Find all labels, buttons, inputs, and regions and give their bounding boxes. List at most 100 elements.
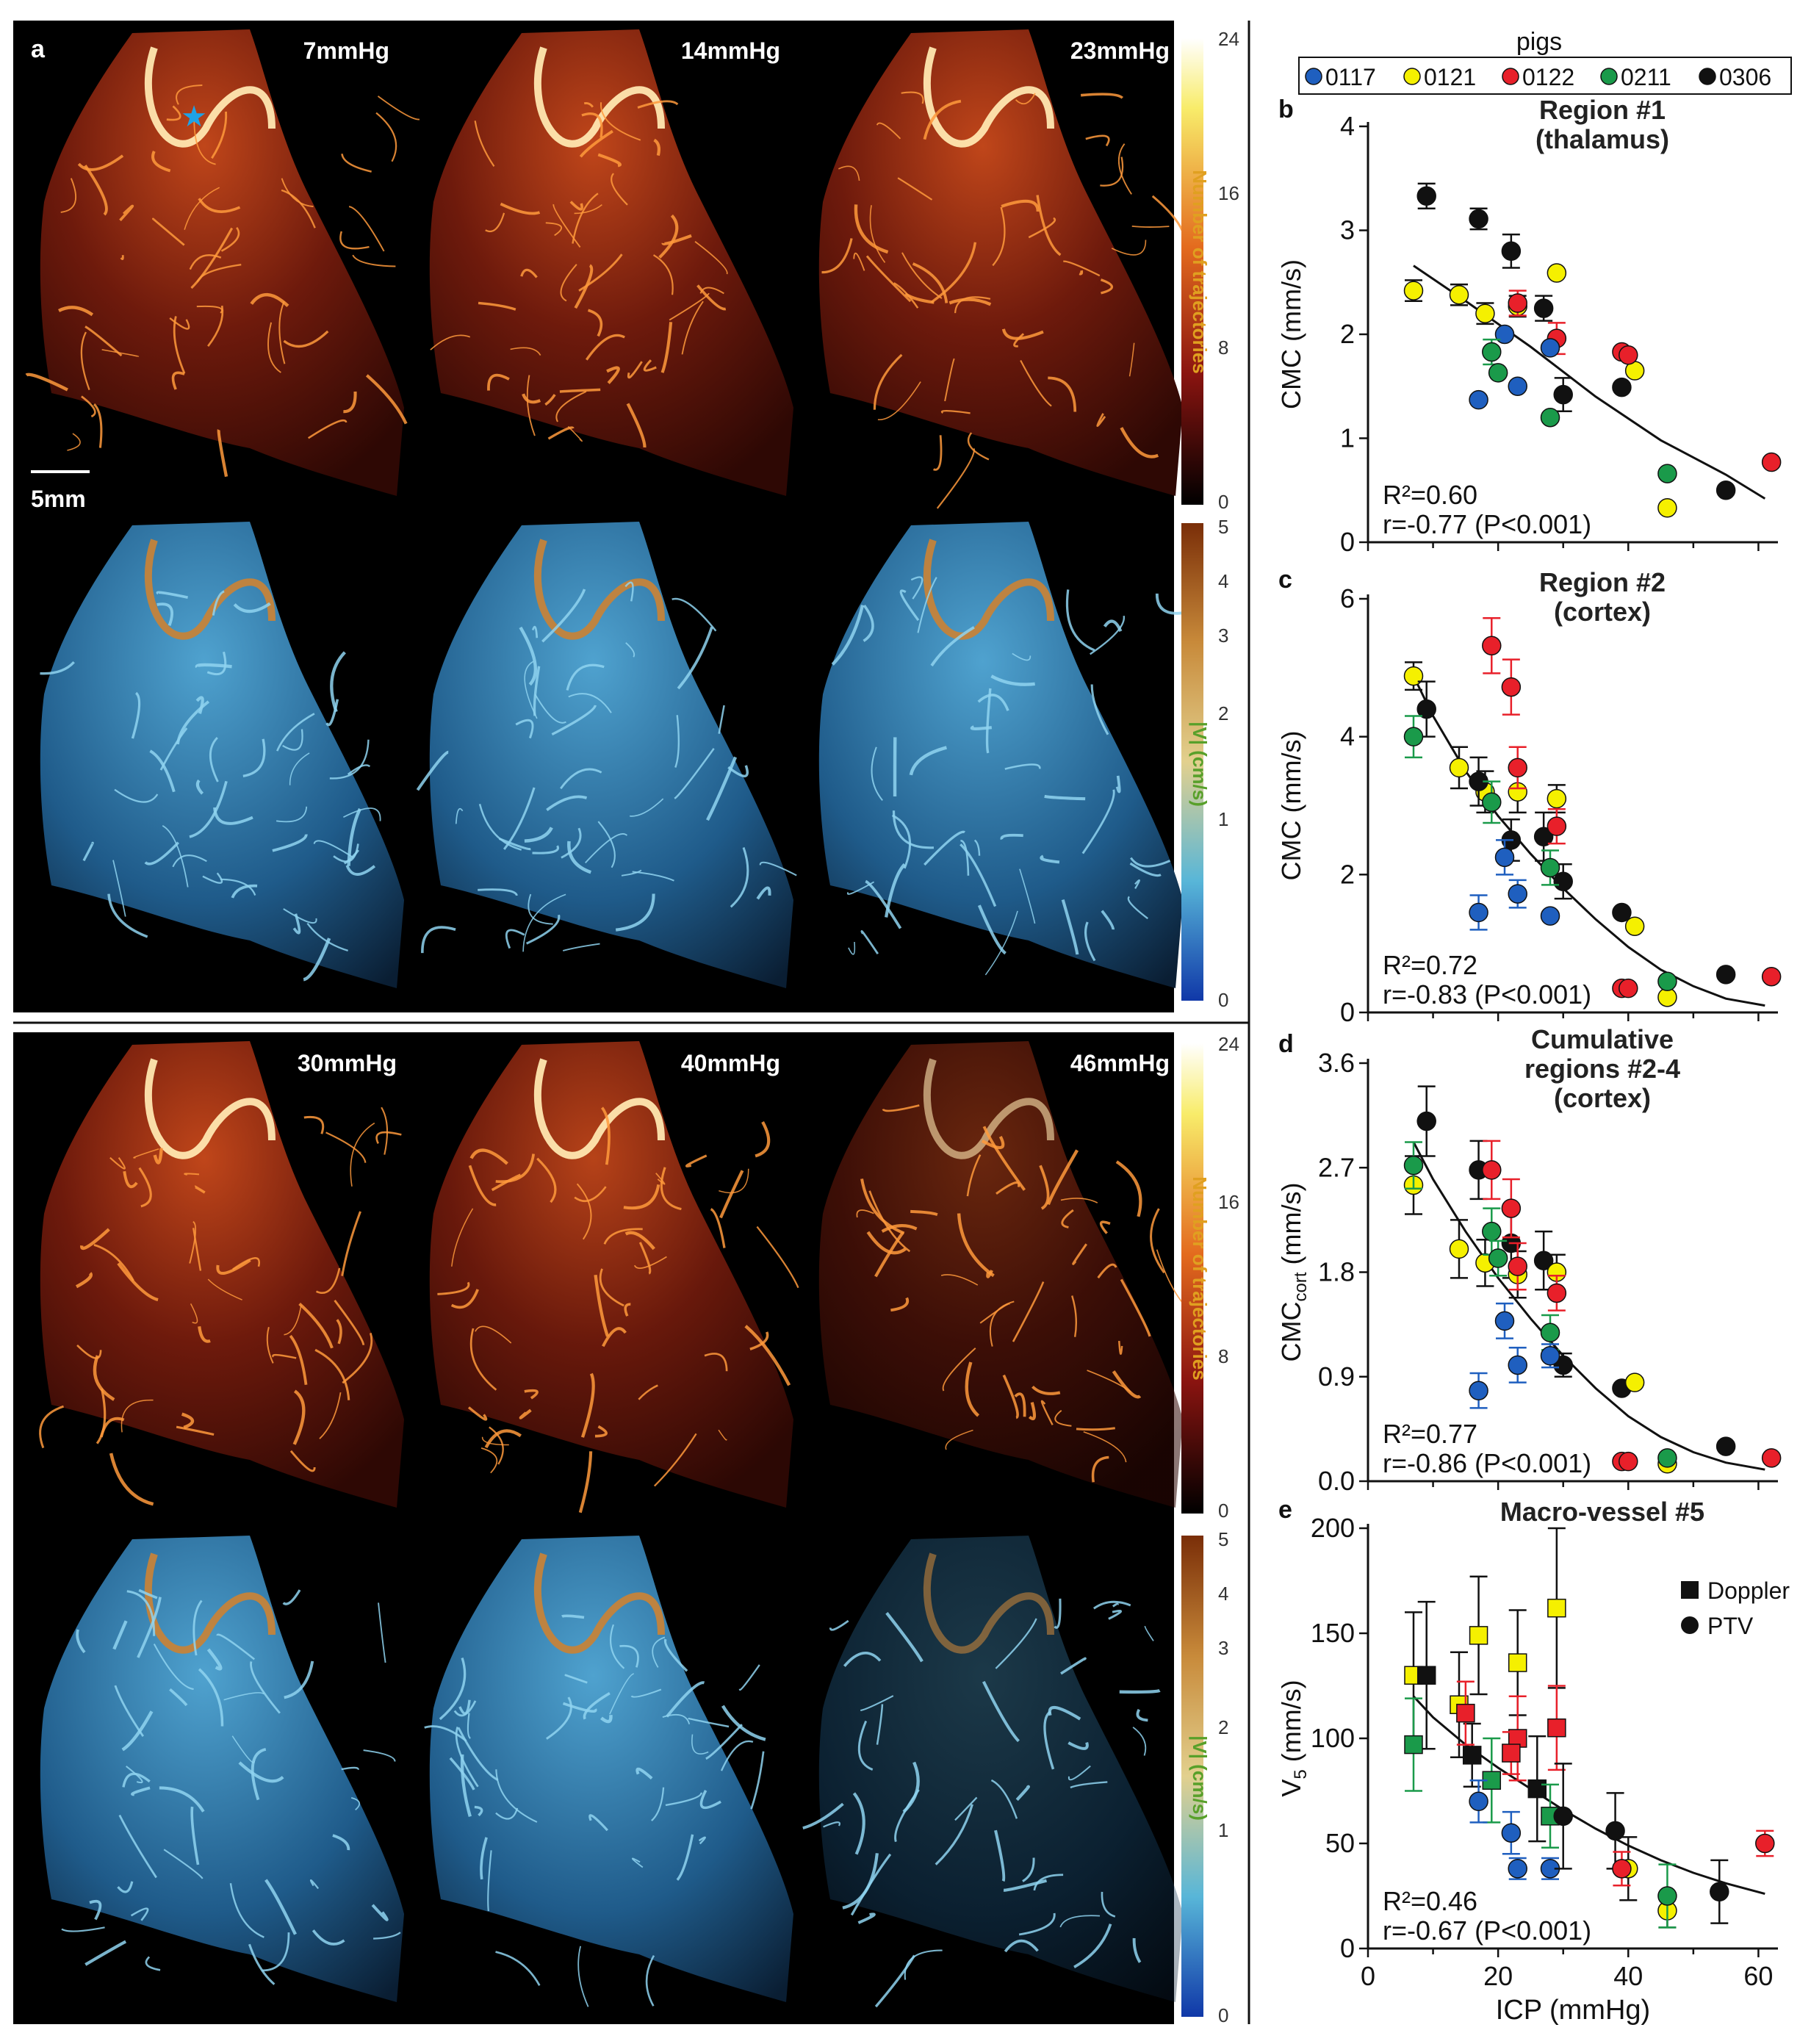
vessel [606,366,620,384]
vessel [1036,195,1062,256]
data-point-0306 [1462,1746,1482,1765]
vessel [1115,775,1121,794]
vessel [153,1148,163,1165]
vessel [546,1696,572,1740]
vessel [450,1289,479,1309]
cb-tick: 2 [1218,702,1228,724]
vessel [341,1766,359,1771]
vessel [313,840,354,858]
legend-label-0121: 0121 [1424,64,1476,90]
legend-label-0117: 0117 [1325,64,1376,90]
vessel [1054,1598,1062,1629]
vessel [207,1278,242,1300]
vessel [559,388,601,393]
vessel [609,1673,635,1715]
x-tick-label: 40 [1613,1961,1643,1991]
colorbar-trajectories-bottom: Number of trajectories 24 16 8 0 [1181,1033,1239,1522]
vessel [1059,1915,1101,1928]
vessel [1090,615,1125,655]
vessel [655,1173,666,1185]
vessel [193,112,216,165]
vessel [994,1829,1006,1882]
vessel [1043,1710,1055,1770]
cb-tick: 1 [1218,1819,1228,1841]
vessel [1048,376,1077,412]
vessel [93,1244,134,1281]
vessel [184,187,220,230]
vessel [630,798,664,817]
doppler-legend-marker [1681,1581,1699,1599]
stat-text: R²=0.72 [1383,950,1477,980]
vessel [93,1355,115,1401]
vessel [1101,910,1115,930]
vessel [120,254,124,261]
y-tick-label: 0.0 [1318,1466,1355,1496]
vessel [439,1657,467,1721]
colorbar-vel-title: |V| (cm/s) [1189,721,1211,807]
legend-marker-0211 [1600,68,1618,85]
y-tick-label: 0 [1340,527,1355,557]
pig-legend: pigs 0117 0121 0122 0211 0306 [1298,28,1792,95]
vessel [597,153,622,168]
colorbar-velocity-top: |V| (cm/s) 5 4 3 2 1 0 [1181,516,1228,1011]
vessel [229,1883,264,1938]
vessel [276,713,315,752]
vessel [250,1661,281,1714]
vessel [1097,1263,1117,1279]
vessel [651,1787,665,1821]
data-point-0211 [1488,363,1508,383]
vessel [189,780,228,838]
vessel [1072,1243,1088,1265]
y-axis-label: V5 (mm/s) [1276,1680,1311,1796]
vessel [583,1692,611,1720]
vessel [151,151,171,173]
data-point-0211 [1657,1886,1677,1906]
data-point-0122 [1482,636,1502,656]
stat-text: r=-0.77 (P<0.001) [1383,509,1591,539]
vessel [738,1664,760,1691]
data-point-0211 [1488,1248,1508,1268]
data-point-0121 [1624,916,1645,936]
vessel [341,1211,361,1276]
vessel [1067,1765,1091,1781]
vessel [574,204,602,215]
vessel [990,1779,1018,1819]
y-tick-label: 3 [1340,215,1355,245]
vessel [424,1725,467,1742]
vessel [982,1126,1026,1191]
vessel [585,833,628,863]
vessel [730,846,749,908]
vessel [282,1589,301,1605]
vessel [1129,862,1162,877]
vessel [334,1300,365,1345]
vessel [342,807,381,821]
vessel [1048,1705,1081,1721]
vessel [122,1772,151,1788]
vessel [545,222,563,237]
vessel [176,1425,215,1436]
vessel [176,700,210,745]
cb-tick: 4 [1218,1583,1228,1605]
vessel [343,391,357,414]
cb-tick: 8 [1218,1345,1228,1367]
vessel [755,1121,771,1158]
vessel [912,262,948,303]
vessel [1132,1937,1142,1963]
vessel [131,1786,151,1796]
data-point-0306 [1533,298,1554,318]
vessel [119,204,134,222]
vessel [480,1447,498,1474]
vessel [1108,1609,1122,1620]
data-point-0122 [1547,816,1567,836]
vessel [231,1735,256,1763]
vessel [940,410,971,414]
vessel [217,429,228,478]
vessel [298,1302,334,1349]
vessel [526,375,536,436]
vessel [653,1433,697,1487]
vessel [283,908,317,924]
vessel [578,253,623,292]
vessel [821,238,853,274]
vessel [1132,1727,1147,1756]
vessel [303,1115,325,1134]
